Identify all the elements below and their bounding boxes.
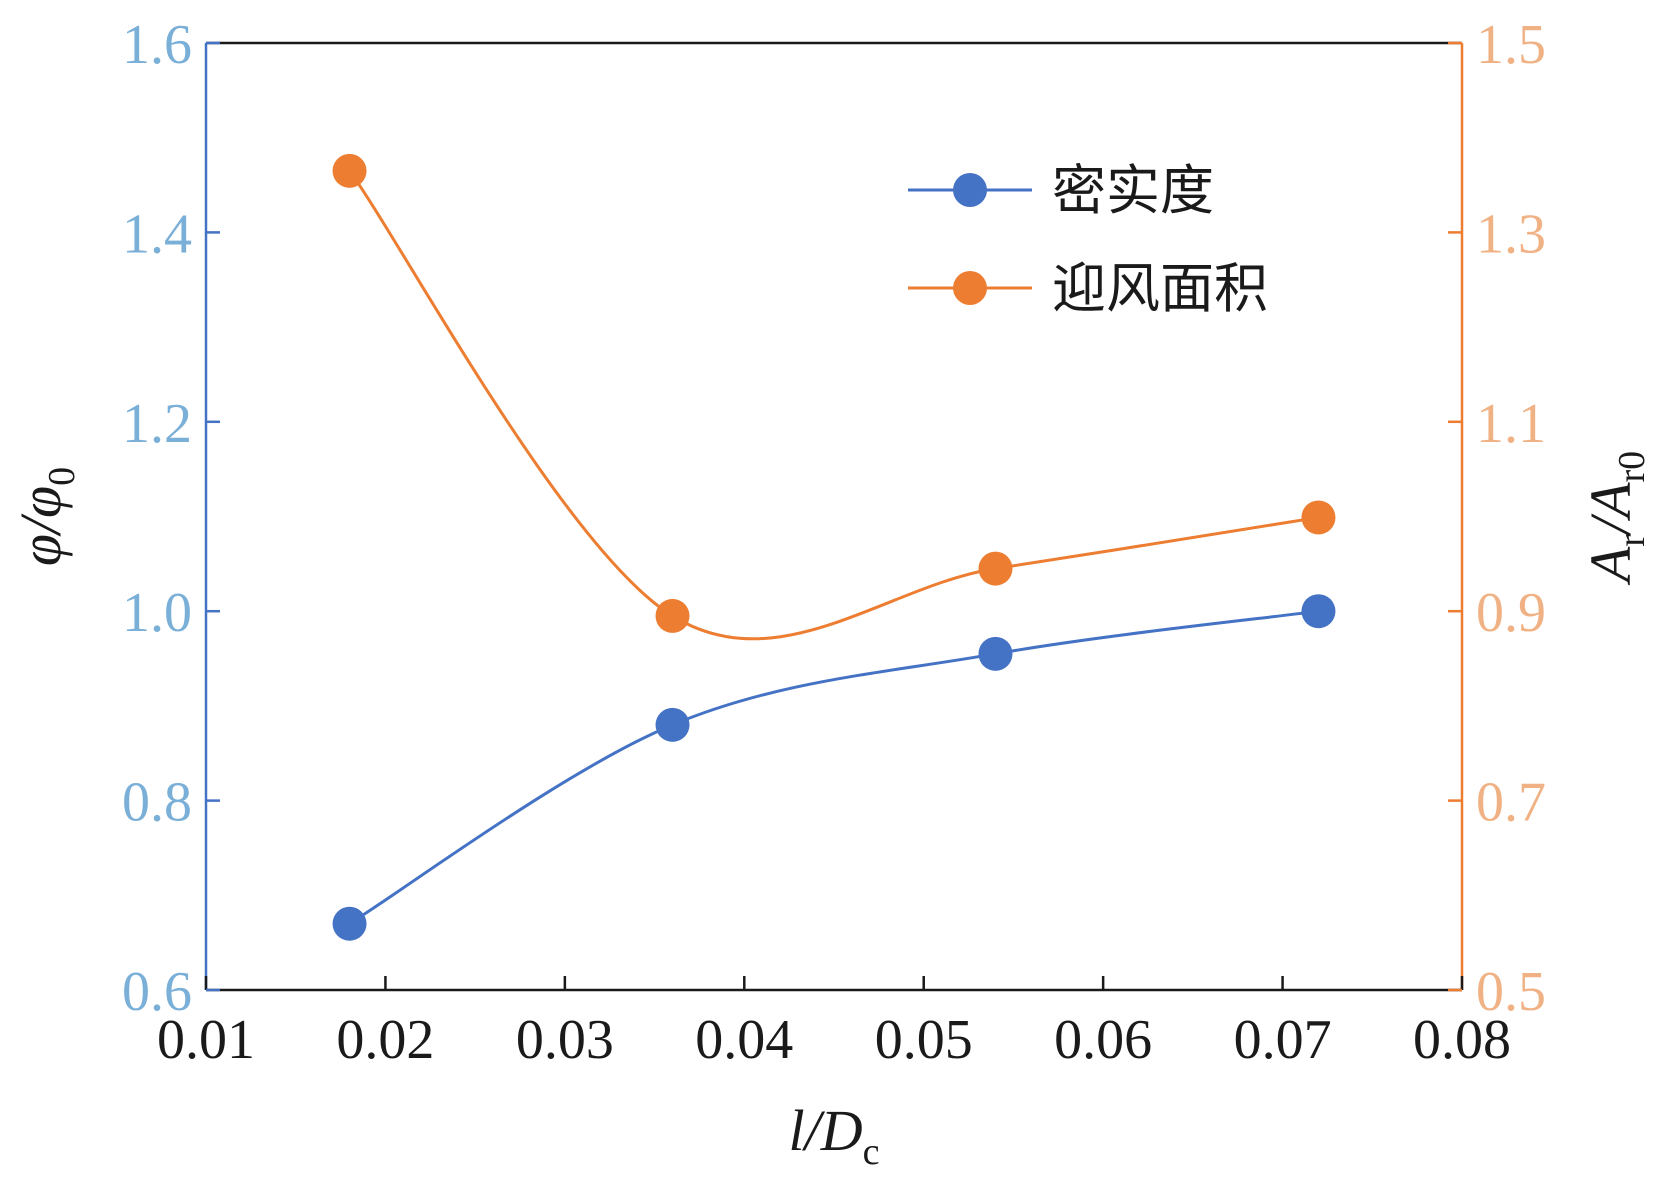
series-layer [332,153,1336,941]
legend: 密实度 迎风面积 [908,159,1268,320]
series-1-point [332,906,367,941]
series-2-line [348,169,1319,641]
legend-label-series-2: 迎风面积 [1052,257,1268,320]
right-y-axis-label-sub2: r0 [1611,451,1653,483]
x-axis-label-sub: c [863,1131,880,1173]
left-y-tick-label: 1.4 [122,203,192,265]
left-y-tick-label: 0.8 [122,772,192,834]
series-2-point [978,551,1013,586]
series-2 [332,153,1336,641]
legend-marker-series-1 [953,173,987,207]
x-tick-label: 0.07 [1234,1009,1332,1071]
right-y-tick-label: 1.5 [1476,14,1546,76]
x-tick-label: 0.05 [875,1009,973,1071]
left-y-tick-label: 1.2 [122,393,192,455]
left-y-tick-label: 1.0 [122,582,192,644]
series-1-point [1301,594,1336,629]
right-y-axis-label-mid: /A [1578,482,1643,537]
x-tick-label: 0.03 [516,1009,614,1071]
x-tick-label: 0.01 [157,1009,255,1071]
left-y-tick-label: 1.6 [122,14,192,76]
right-y-axis-label-sub1: r [1611,534,1653,547]
right-y-tick-label: 0.7 [1476,772,1546,834]
right-y-axis-ticks: 0.5 0.7 0.9 1.1 1.3 1.5 [1448,14,1546,1023]
right-y-tick-label: 1.3 [1476,203,1546,265]
series-2-point [1301,500,1336,535]
x-axis-ticks: 0.01 0.02 0.03 0.04 0.05 0.06 0.07 0.08 [157,976,1511,1071]
x-tick-label: 0.08 [1413,1009,1511,1071]
left-y-axis-label: φ/φ0 [8,467,83,566]
series-2-point [332,153,367,188]
right-y-tick-label: 0.5 [1476,961,1546,1023]
legend-label-series-1: 密实度 [1052,159,1214,222]
x-tick-label: 0.02 [336,1009,434,1071]
series-2-point [655,598,690,633]
x-axis-label-main: l/D [789,1098,863,1163]
left-y-axis-ticks: 0.6 0.8 1.0 1.2 1.4 1.6 [122,14,220,1023]
plot-frame [204,41,1464,992]
series-1-point [655,707,690,742]
x-tick-label: 0.06 [1054,1009,1152,1071]
series-1-line [348,609,1319,925]
left-y-axis-label-sub: 0 [41,467,83,486]
series-1 [332,594,1336,941]
right-y-axis-label-main: A [1578,546,1643,586]
left-y-tick-label: 0.6 [122,961,192,1023]
left-y-axis-label-main: φ/φ [8,486,73,566]
legend-marker-series-2 [953,271,987,305]
right-y-tick-label: 0.9 [1476,582,1546,644]
right-y-axis-label: Ar/Ar0 [1578,451,1653,586]
x-tick-label: 0.04 [695,1009,793,1071]
right-y-tick-label: 1.1 [1476,393,1546,455]
x-axis-label: l/Dc [789,1098,880,1173]
series-1-point [978,636,1013,671]
